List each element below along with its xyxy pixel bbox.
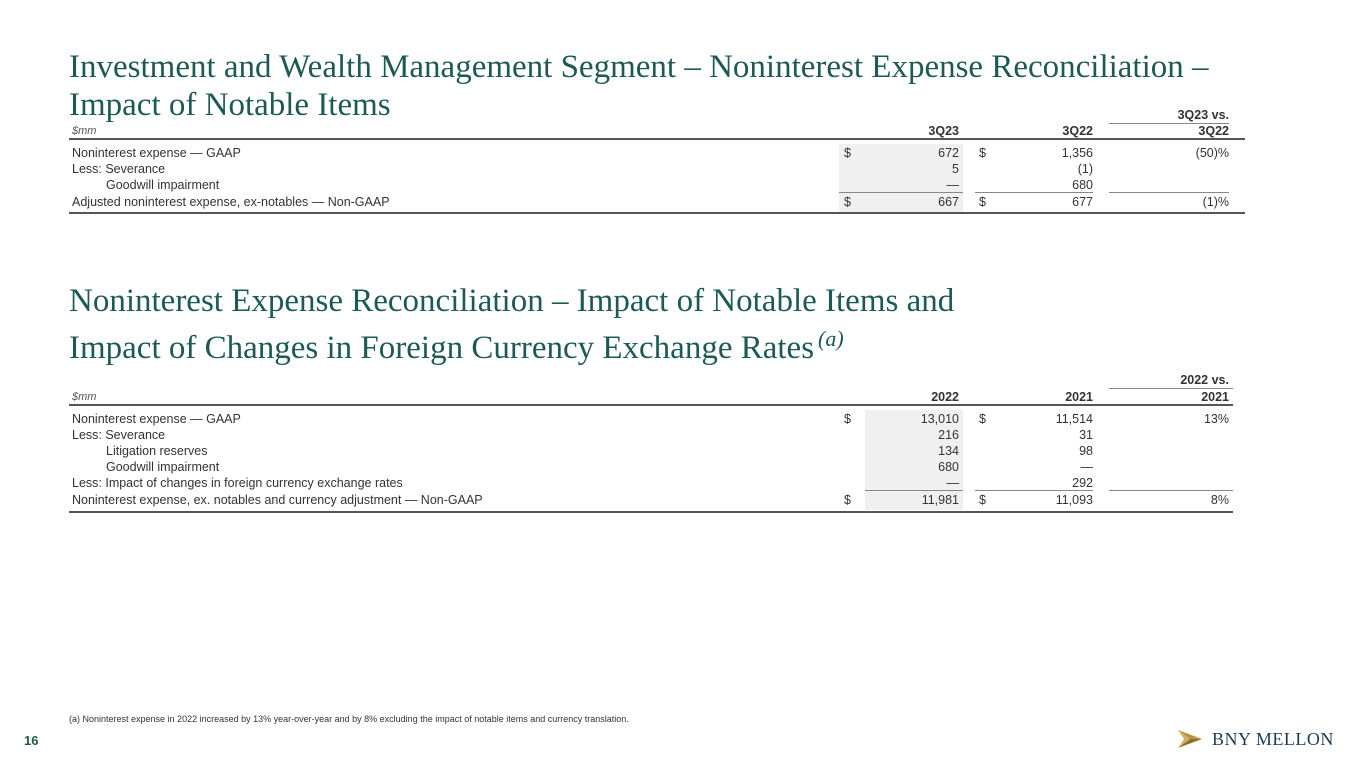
table-row: Less: Severance 216 31: [69, 427, 1233, 443]
page-title: Investment and Wealth Management Segment…: [69, 48, 1209, 124]
table-row: Adjusted noninterest expense, ex-notable…: [69, 194, 1245, 210]
row-label: Noninterest expense — GAAP: [72, 412, 241, 426]
subtotal-rule: [839, 192, 963, 193]
value-2022: 134: [938, 444, 959, 458]
value-2022: 216: [938, 428, 959, 442]
col3-top-header: 2022 vs.: [1180, 373, 1229, 387]
value-3q22: (1): [1077, 162, 1093, 176]
title-line-1: Investment and Wealth Management Segment…: [69, 49, 1209, 85]
value-3q22: 680: [1072, 178, 1093, 192]
col3-top-header: 3Q23 vs.: [1177, 108, 1229, 122]
value-2021: 98: [1079, 444, 1093, 458]
col3-header-rule: [1109, 388, 1233, 389]
unit-label: $mm: [72, 391, 97, 403]
table-bottom-rule: [69, 212, 1245, 214]
value-2021: 11,093: [1055, 493, 1093, 507]
row-label: Litigation reserves: [106, 444, 208, 458]
table-2022: 2022 vs. $mm 2022 2021 2021 Noninterest …: [69, 366, 1235, 516]
dollar-sign: $: [979, 195, 986, 209]
col3-header-rule: [1109, 123, 1229, 124]
logo-text: BNY MELLON: [1212, 728, 1334, 749]
table-bottom-rule: [69, 511, 1233, 513]
title2-line-1: Noninterest Expense Reconciliation – Imp…: [69, 283, 955, 319]
row-label: Less: Severance: [72, 162, 166, 176]
dollar-sign: $: [979, 493, 986, 507]
header-rule: [69, 138, 1245, 140]
section-title: Noninterest Expense Reconciliation – Imp…: [69, 282, 954, 367]
page-number: 16: [24, 733, 39, 748]
current-period-shade: [839, 144, 963, 212]
table-row: Noninterest expense, ex. notables and cu…: [69, 492, 1233, 508]
value-2022: —: [946, 476, 960, 490]
title-line-2: Impact of Notable Items: [69, 87, 391, 123]
value-2021: 31: [1079, 428, 1093, 442]
col2-header: 2021: [1065, 390, 1093, 404]
subtotal-rule: [975, 490, 1093, 491]
footnote: (a) Noninterest expense in 2022 increase…: [69, 714, 629, 724]
value-3q22: 1,356: [1061, 146, 1093, 160]
row-label: Adjusted noninterest expense, ex-notable…: [72, 195, 390, 209]
table-row: Goodwill impairment — 680: [69, 177, 1245, 193]
value-change: (50)%: [1195, 146, 1229, 160]
value-2021: 292: [1072, 476, 1093, 490]
value-change: 13%: [1203, 412, 1229, 426]
table-row: Noninterest expense — GAAP $ 672 $ 1,356…: [69, 145, 1245, 161]
table-row: Less: Severance 5 (1): [69, 161, 1245, 177]
header-rule: [69, 404, 1233, 406]
current-period-shade: [865, 410, 963, 510]
row-label: Noninterest expense, ex. notables and cu…: [72, 493, 483, 507]
subtotal-rule: [865, 490, 963, 491]
subtotal-rule: [1109, 490, 1233, 491]
value-2021: —: [1080, 460, 1094, 474]
table-row: Less: Impact of changes in foreign curre…: [69, 475, 1233, 491]
value-3q23: 5: [952, 162, 959, 176]
value-change: 8%: [1210, 493, 1229, 507]
col1-header: 2022: [931, 390, 959, 404]
row-label: Less: Severance: [72, 428, 166, 442]
row-label: Less: Impact of changes in foreign curre…: [72, 476, 403, 490]
unit-label: $mm: [72, 125, 97, 137]
logo-mark-icon: [1178, 730, 1202, 748]
value-2022: 13,010: [920, 412, 959, 426]
table-row: Noninterest expense — GAAP $ 13,010 $ 11…: [69, 411, 1233, 427]
value-3q23: 672: [938, 146, 959, 160]
col3-header: 2021: [1201, 390, 1229, 404]
subtotal-rule: [1109, 192, 1229, 193]
footnote-marker: (a): [818, 326, 844, 351]
col2-header: 3Q22: [1062, 124, 1093, 138]
title2-line-2: Impact of Changes in Foreign Currency Ex…: [69, 330, 815, 366]
dollar-sign: $: [979, 146, 986, 160]
value-2022: 11,981: [921, 493, 959, 507]
value-change: (1)%: [1202, 195, 1229, 209]
row-label: Goodwill impairment: [106, 178, 220, 192]
value-2022: 680: [938, 460, 959, 474]
subtotal-rule: [975, 192, 1093, 193]
table-row: Litigation reserves 134 98: [69, 443, 1233, 459]
table-row: Goodwill impairment 680 —: [69, 459, 1233, 475]
dollar-sign: $: [844, 195, 851, 209]
dollar-sign: $: [979, 412, 986, 426]
row-label: Noninterest expense — GAAP: [72, 146, 241, 160]
table-3q23: 3Q23 vs. $mm 3Q23 3Q22 3Q22 Noninterest …: [69, 100, 1245, 220]
bny-mellon-logo: BNY MELLON: [1176, 728, 1334, 750]
dollar-sign: $: [844, 146, 851, 160]
col1-header: 3Q23: [928, 124, 959, 138]
value-3q23: —: [946, 178, 960, 192]
value-3q23: 667: [938, 195, 959, 209]
col3-header: 3Q22: [1198, 124, 1229, 138]
value-2021: 11,514: [1055, 412, 1093, 426]
dollar-sign: $: [844, 412, 851, 426]
row-label: Goodwill impairment: [106, 460, 220, 474]
dollar-sign: $: [844, 493, 851, 507]
value-3q22: 677: [1072, 195, 1093, 209]
